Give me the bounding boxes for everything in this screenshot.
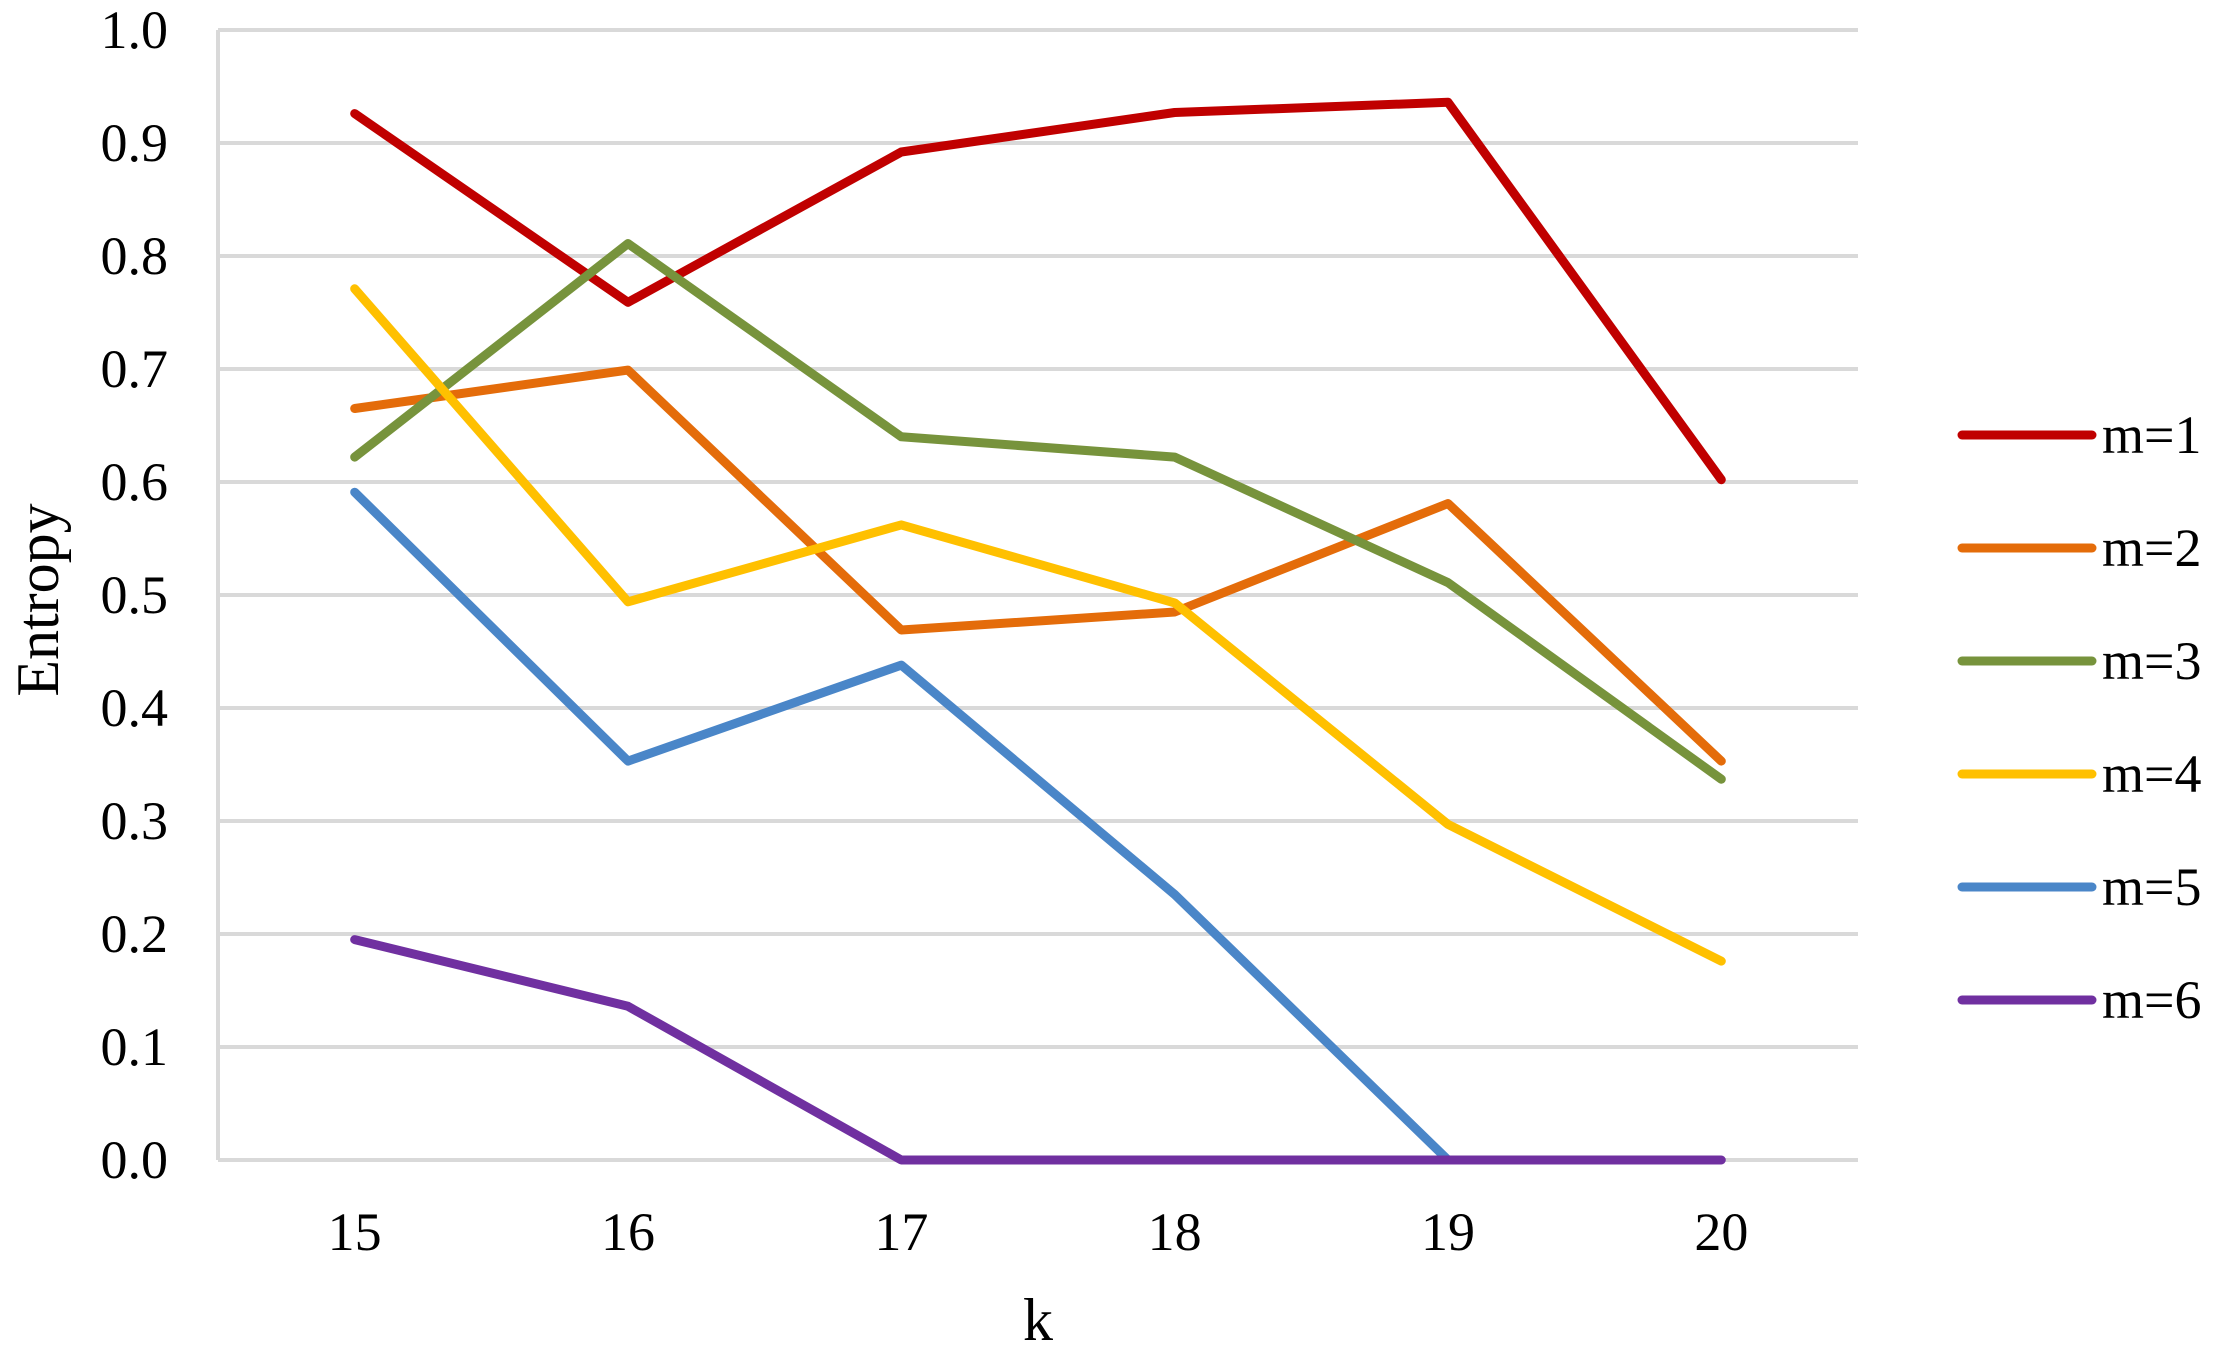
legend-label: m=4 [2102, 744, 2201, 804]
y-axis-ticks: 0.0 0.1 0.2 0.3 0.4 0.5 0.6 0.7 0.8 0.9 1.0 [101, 0, 169, 1190]
legend-label: m=6 [2102, 970, 2201, 1030]
x-axis-title: k [1023, 1287, 1053, 1353]
y-tick-label: 0.7 [101, 339, 169, 399]
y-tick-label: 0.8 [101, 226, 169, 286]
x-axis-ticks: 15 16 17 18 19 20 [328, 1202, 1749, 1262]
legend-label: m=3 [2102, 631, 2201, 691]
y-tick-label: 0.0 [101, 1130, 169, 1190]
y-tick-label: 0.3 [101, 791, 169, 851]
y-tick-label: 0.5 [101, 565, 169, 625]
x-tick-label: 16 [601, 1202, 655, 1262]
x-tick-label: 18 [1148, 1202, 1202, 1262]
legend-label: m=2 [2102, 518, 2201, 578]
x-tick-label: 20 [1694, 1202, 1748, 1262]
series-line-3 [350, 239, 1726, 784]
legend-label: m=1 [2102, 405, 2201, 465]
series-line-1 [350, 97, 1726, 485]
gridlines [216, 28, 1858, 1162]
legend-label: m=5 [2102, 857, 2201, 917]
y-tick-label: 0.1 [101, 1017, 169, 1077]
series-line-6 [350, 935, 1726, 1165]
y-axis-title: Entropy [5, 503, 71, 696]
x-tick-label: 15 [328, 1202, 382, 1262]
y-tick-label: 0.4 [101, 678, 169, 738]
series-line-5 [350, 487, 1453, 1165]
y-tick-label: 0.6 [101, 452, 169, 512]
x-tick-label: 17 [874, 1202, 928, 1262]
legend: m=1 m=2 m=3 m=4 m=5 m=6 [1957, 405, 2201, 1030]
y-tick-label: 0.2 [101, 904, 169, 964]
series-line-4 [350, 284, 1726, 966]
series-line-2 [350, 365, 1726, 766]
series-lines [350, 97, 1726, 1165]
x-tick-label: 19 [1421, 1202, 1475, 1262]
y-tick-label: 1.0 [101, 0, 169, 60]
y-tick-label: 0.9 [101, 113, 169, 173]
